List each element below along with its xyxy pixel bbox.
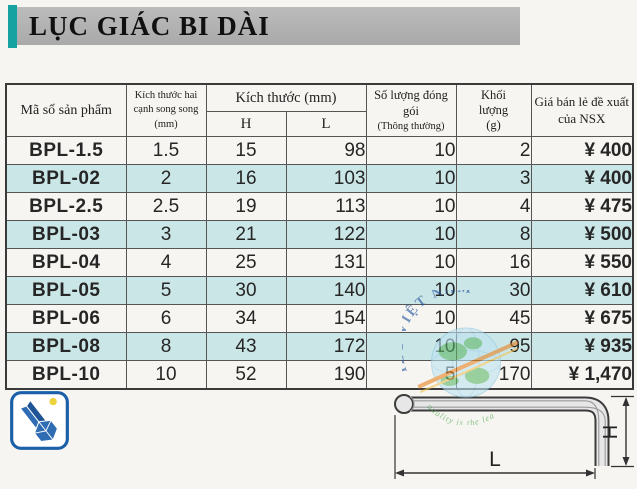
cell-code: BPL-05	[5, 276, 127, 305]
cell-code: BPL-2.5	[5, 192, 127, 221]
weight-label: Khối lượng	[478, 88, 509, 117]
cell-size: 2.5	[125, 192, 207, 221]
cell-price: ¥ 675	[530, 304, 634, 333]
cell-h: 15	[205, 136, 287, 165]
table-body: BPL-1.5 1.5 15 98 10 2 ¥ 400 BPL-02 2 16 103 10 3 ¥ 4…	[5, 136, 634, 390]
cell-code: BPL-04	[5, 248, 127, 277]
cell-qty: 10	[365, 192, 457, 221]
cell-size: 10	[125, 360, 207, 390]
cell-size: 8	[125, 332, 207, 361]
cell-weight: 8	[455, 220, 532, 249]
cell-code: BPL-06	[5, 304, 127, 333]
cell-weight: 95	[455, 332, 532, 361]
cell-weight: 4	[455, 192, 532, 221]
cell-qty: 10	[365, 276, 457, 305]
col-header-weight: Khối lượng (g)	[455, 83, 532, 137]
cell-l: 98	[285, 136, 367, 165]
table-row: BPL-02 2 16 103 10 3 ¥ 400	[5, 164, 634, 193]
title-accent-bar	[8, 5, 17, 48]
pack-qty-note: (Thông thường)	[377, 120, 445, 132]
cell-l: 122	[285, 220, 367, 249]
cell-code: BPL-03	[5, 220, 127, 249]
cell-qty: 10	[365, 220, 457, 249]
cell-price: ¥ 500	[530, 220, 634, 249]
cell-l: 154	[285, 304, 367, 333]
cell-size: 2	[125, 164, 207, 193]
dimension-diagram: L H	[394, 394, 634, 479]
cell-l: 113	[285, 192, 367, 221]
icon-highlight-dot	[49, 397, 57, 406]
cell-size: 3	[125, 220, 207, 249]
cell-h: 34	[205, 304, 287, 333]
dimension-label-h: H	[600, 425, 622, 439]
cell-size: 1.5	[125, 136, 207, 165]
cell-h: 19	[205, 192, 287, 221]
cell-l: 131	[285, 248, 367, 277]
cell-h: 25	[205, 248, 287, 277]
cell-code: BPL-10	[5, 360, 127, 390]
table-row: BPL-2.5 2.5 19 113 10 4 ¥ 475	[5, 192, 634, 221]
cell-weight: 16	[455, 248, 532, 277]
cell-h: 21	[205, 220, 287, 249]
pack-qty-label: Số lượng đóng gói	[374, 88, 448, 118]
cell-weight: 170	[455, 360, 532, 390]
dimension-label-l: L	[489, 448, 501, 471]
cell-l: 140	[285, 276, 367, 305]
table-row: BPL-1.5 1.5 15 98 10 2 ¥ 400	[5, 136, 634, 165]
ball-hex-bit-shape	[19, 399, 59, 443]
cell-price: ¥ 935	[530, 332, 634, 361]
spec-table: Mã số sản phẩm Kích thước hai cạnh song …	[5, 83, 634, 390]
cell-qty: 10	[365, 136, 457, 165]
cell-l: 103	[285, 164, 367, 193]
cell-h: 52	[205, 360, 287, 390]
cell-l: 190	[285, 360, 367, 390]
table-row: BPL-10 10 52 190 5 170 ¥ 1,470	[5, 360, 634, 390]
col-header-price: Giá bán lẻ đề xuất của NSX	[530, 83, 634, 137]
weight-unit-label: (g)	[486, 118, 501, 132]
table-row: BPL-08 8 43 172 10 95 ¥ 935	[5, 332, 634, 361]
cell-qty: 10	[365, 332, 457, 361]
cell-weight: 30	[455, 276, 532, 305]
ball-hex-key-icon	[10, 391, 69, 450]
cell-qty: 10	[365, 304, 457, 333]
page-title: LỤC GIÁC BI DÀI	[29, 11, 270, 41]
cell-h: 30	[205, 276, 287, 305]
title-bar: LỤC GIÁC BI DÀI	[17, 7, 520, 45]
cell-qty: 5	[365, 360, 457, 390]
hex-key-body	[408, 398, 608, 466]
cell-qty: 10	[365, 248, 457, 277]
hex-key-outline	[408, 396, 610, 466]
cell-price: ¥ 400	[530, 136, 634, 165]
cell-weight: 45	[455, 304, 532, 333]
cell-l: 172	[285, 332, 367, 361]
cell-size: 6	[125, 304, 207, 333]
cell-size: 5	[125, 276, 207, 305]
table-row: BPL-06 6 34 154 10 45 ¥ 675	[5, 304, 634, 333]
cell-code: BPL-1.5	[5, 136, 127, 165]
table-row: BPL-05 5 30 140 10 30 ¥ 610	[5, 276, 634, 305]
table-row: BPL-03 3 21 122 10 8 ¥ 500	[5, 220, 634, 249]
cell-code: BPL-08	[5, 332, 127, 361]
cell-price: ¥ 400	[530, 164, 634, 193]
col-header-h: H	[205, 111, 287, 137]
ball-end	[394, 394, 414, 414]
cell-qty: 10	[365, 164, 457, 193]
cell-price: ¥ 1,470	[530, 360, 634, 390]
col-header-dimensions: Kích thước (mm)	[205, 83, 367, 112]
cell-weight: 3	[455, 164, 532, 193]
cell-code: BPL-02	[5, 164, 127, 193]
cell-weight: 2	[455, 136, 532, 165]
table-row: BPL-04 4 25 131 10 16 ¥ 550	[5, 248, 634, 277]
col-header-across-flats: Kích thước hai cạnh song song (mm)	[125, 83, 207, 137]
cell-h: 16	[205, 164, 287, 193]
cell-price: ¥ 550	[530, 248, 634, 277]
col-header-product-code: Mã số sản phẩm	[5, 83, 127, 137]
cell-price: ¥ 475	[530, 192, 634, 221]
cell-h: 43	[205, 332, 287, 361]
col-header-pack-qty: Số lượng đóng gói (Thông thường)	[365, 83, 457, 137]
cell-price: ¥ 610	[530, 276, 634, 305]
col-header-l: L	[285, 111, 367, 137]
cell-size: 4	[125, 248, 207, 277]
